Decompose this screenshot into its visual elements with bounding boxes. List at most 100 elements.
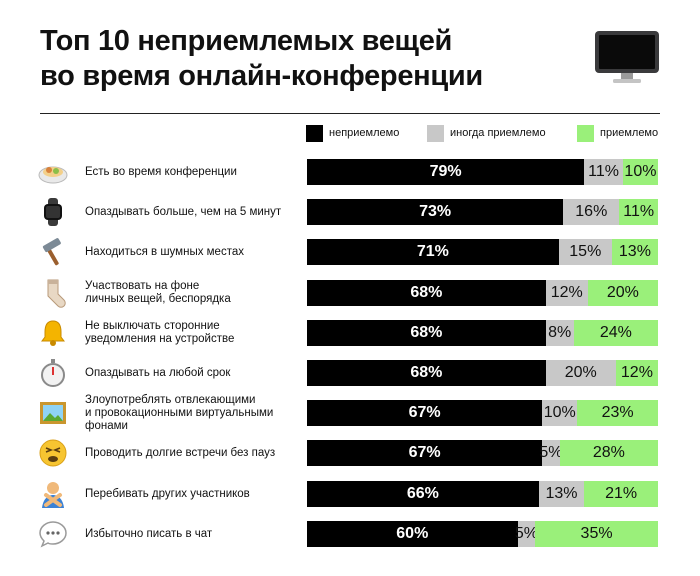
data-label: 28%	[592, 444, 625, 461]
bar-segment-unacceptable: 68%	[307, 320, 546, 346]
category-label-line: Участвовать на фоне	[85, 280, 200, 292]
data-label: 23%	[601, 404, 634, 421]
chart-row: Избыточно писать в чат 60% 5% 35%	[36, 521, 660, 548]
tired-face-icon	[38, 438, 68, 468]
chart-row: Перебивать других участников 66% 13% 21%	[36, 479, 660, 509]
bar-segment-unacceptable: 68%	[307, 280, 546, 306]
stopwatch-icon	[38, 358, 68, 388]
stacked-bar: 68% 20% 12%	[307, 360, 658, 386]
chart-row: Проводить долгие встречи без пауз 67% 5% 28…	[36, 438, 660, 468]
bar-segment-unacceptable: 67%	[307, 400, 543, 426]
title-divider	[40, 113, 660, 114]
category-label-line: Опаздывать на любой срок	[85, 366, 231, 379]
stacked-bar: 68% 12% 20%	[307, 280, 658, 306]
bar-segment-acceptable: 13%	[611, 239, 658, 265]
stacked-bar: 67% 5% 28%	[307, 440, 658, 466]
category-label: Не выключать сторонние уведомления на уст…	[85, 320, 305, 346]
bar-segment-acceptable: 21%	[584, 481, 658, 507]
data-label: 15%	[569, 243, 602, 260]
data-label: 13%	[545, 485, 578, 502]
data-label: 12%	[620, 364, 653, 381]
data-label: 10%	[543, 404, 576, 421]
bell-icon	[38, 318, 68, 348]
category-label: Проводить долгие встречи без пауз	[85, 440, 305, 466]
data-label: 5%	[514, 525, 538, 542]
data-label: 68%	[410, 364, 443, 381]
bar-segment-unacceptable: 71%	[307, 239, 559, 265]
framed-picture-icon	[38, 398, 68, 428]
bar-segment-acceptable: 24%	[573, 320, 658, 346]
title-line-2: во время онлайн-конференции	[40, 60, 483, 92]
stacked-bar: 71% 15% 13%	[307, 239, 658, 265]
bar-segment-acceptable: 11%	[619, 199, 658, 225]
title-line-1: Топ 10 неприемлемых вещей	[40, 25, 453, 57]
category-label-line: Избыточно писать в чат	[85, 527, 213, 540]
bar-segment-unacceptable: 60%	[307, 521, 518, 547]
gesturing-no-icon	[38, 479, 68, 509]
bar-segment-sometimes: 10%	[542, 400, 578, 426]
data-label: 60%	[396, 525, 429, 542]
data-label: 16%	[575, 203, 608, 220]
stacked-bar: 67% 10% 23%	[307, 400, 658, 426]
category-label-line: и провокационными виртуальными	[85, 406, 274, 419]
legend-swatch-sometimes	[427, 124, 444, 142]
data-label: 11%	[588, 163, 619, 180]
chart-row: Не выключать сторонние уведомления на уст…	[36, 320, 660, 346]
data-label: 71%	[416, 243, 449, 260]
sock-icon	[38, 278, 68, 308]
bar-segment-sometimes: 16%	[563, 199, 620, 225]
legend-item-unacceptable: неприемлемо	[306, 124, 399, 142]
bar-segment-sometimes: 20%	[545, 360, 616, 386]
bar-segment-sometimes: 11%	[584, 159, 623, 185]
bar-segment-acceptable: 12%	[615, 360, 658, 386]
stacked-bar: 73% 16% 11%	[307, 199, 658, 225]
category-label-line: фонами	[85, 419, 128, 432]
bar-segment-unacceptable: 67%	[307, 440, 543, 466]
chart-row: Участвовать на фоне личных вещей, беспоря…	[36, 278, 660, 308]
bar-segment-sometimes: 5%	[514, 521, 538, 547]
data-label: 20%	[606, 284, 639, 301]
data-label: 24%	[599, 324, 632, 341]
category-label-line: Не выключать сторонние	[85, 320, 220, 332]
data-label: 68%	[410, 324, 443, 341]
legend-label-unacceptable: неприемлемо	[329, 127, 400, 139]
bar-segment-acceptable: 35%	[535, 521, 658, 547]
data-label: 79%	[429, 163, 462, 180]
legend-label-sometimes: иногда приемлемо	[450, 127, 546, 139]
bar-segment-unacceptable: 68%	[307, 360, 546, 386]
category-label: Участвовать на фоне личных вещей, беспоря…	[85, 280, 305, 306]
chart-row: Есть во время конференции 79% 11% 10%	[36, 159, 660, 185]
data-label: 11%	[623, 203, 655, 220]
bar-segment-sometimes: 8%	[545, 320, 574, 346]
data-label: 12%	[550, 284, 583, 301]
stacked-bar: 60% 5% 35%	[307, 521, 658, 547]
category-label-line: Есть во время конференции	[85, 165, 237, 178]
bar-segment-acceptable: 20%	[587, 280, 658, 306]
category-label-line: Злоупотреблять отвлекающими	[85, 393, 256, 406]
legend-label-acceptable: приемлемо	[600, 127, 659, 139]
category-label: Перебивать других участников	[85, 481, 305, 507]
chart-row: Опаздывать больше, чем на 5 минут 73% 16% 1…	[36, 197, 660, 227]
stacked-bar: 66% 13% 21%	[307, 481, 658, 507]
legend-item-sometimes: иногда приемлемо	[427, 124, 546, 142]
smartwatch-icon	[38, 197, 68, 227]
bar-segment-sometimes: 13%	[538, 481, 585, 507]
legend-swatch-unacceptable	[306, 124, 323, 142]
data-label: 35%	[580, 525, 613, 542]
category-label-line: Проводить долгие встречи без пауз	[85, 446, 276, 459]
category-label: Есть во время конференции	[85, 159, 305, 185]
chart-row: Находиться в шумных местах 71% 15% 13%	[36, 238, 660, 266]
stacked-bar: 68% 8% 24%	[307, 320, 658, 346]
food-plate-icon	[38, 157, 68, 187]
stacked-bar: 79% 11% 10%	[307, 159, 658, 185]
data-label: 67%	[408, 404, 441, 421]
legend-swatch-acceptable	[577, 124, 594, 142]
category-label: Опаздывать на любой срок	[85, 360, 305, 386]
computer-monitor-icon	[595, 31, 659, 83]
chart-row: Опаздывать на любой срок 68% 20% 12%	[36, 358, 660, 388]
category-label: Злоупотреблять отвлекающими и провокацион…	[85, 394, 305, 432]
bar-segment-acceptable: 28%	[559, 440, 658, 466]
category-label: Находиться в шумных местах	[85, 239, 305, 265]
bar-segment-sometimes: 5%	[539, 440, 563, 466]
category-label: Избыточно писать в чат	[85, 521, 305, 547]
